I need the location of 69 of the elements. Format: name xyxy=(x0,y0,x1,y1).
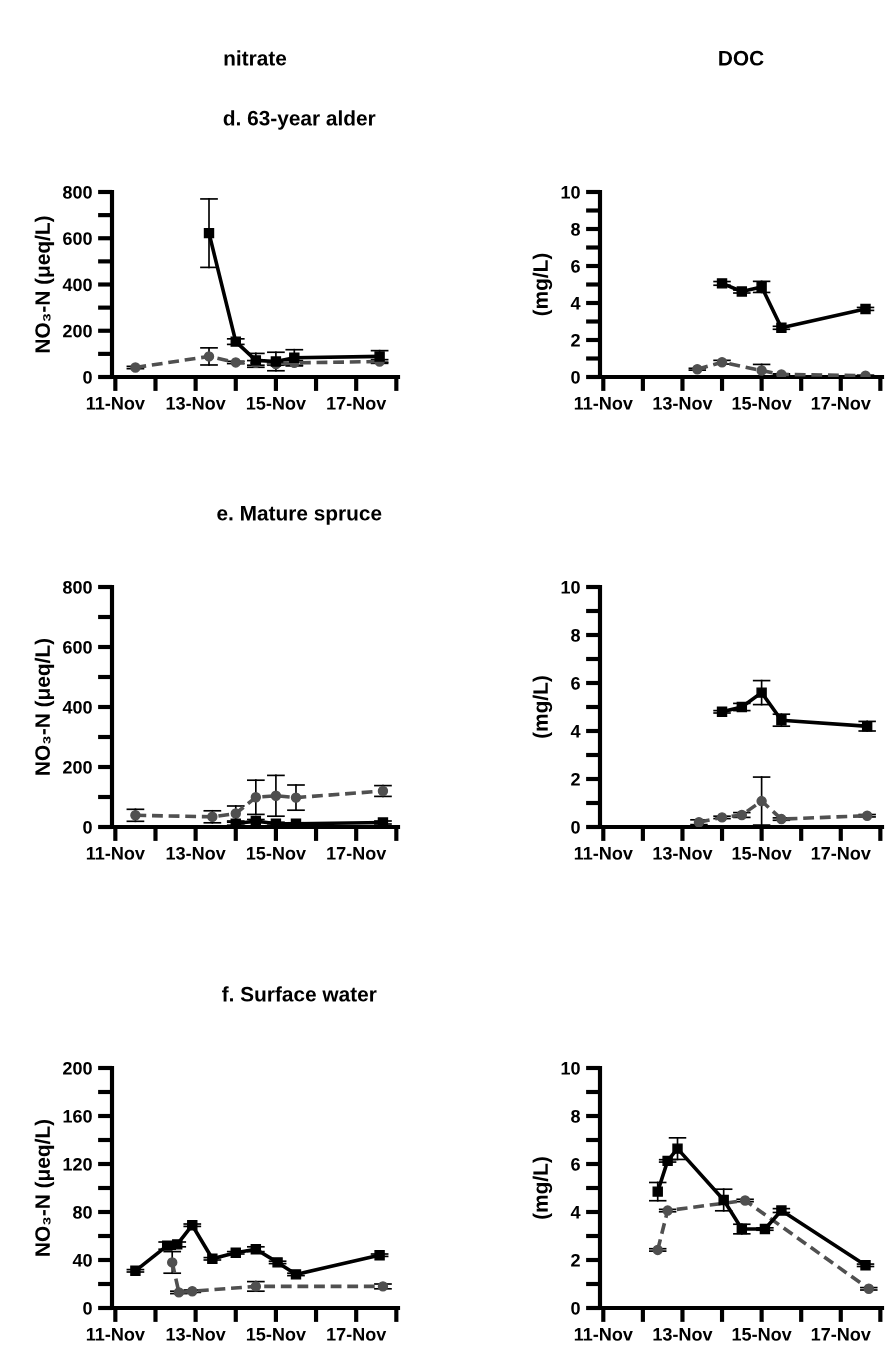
x-tick-label: 17-Nov xyxy=(327,1328,387,1341)
y-axis-title: (mg/L) xyxy=(532,1157,553,1219)
y-tick-label: 0 xyxy=(571,1301,580,1315)
x-tick-label: 15-Nov xyxy=(246,847,306,860)
y-tick-label: 200 xyxy=(63,324,92,338)
x-tick-label: 15-Nov xyxy=(732,1328,792,1341)
y-tick-label: 0 xyxy=(571,820,580,834)
y-tick-label: 6 xyxy=(571,1157,580,1171)
chart-subtitle: e. Mature spruce xyxy=(217,506,382,525)
y-tick-label: 600 xyxy=(63,232,92,245)
x-tick-label: 15-Nov xyxy=(246,397,306,410)
y-tick-label: 800 xyxy=(63,185,92,199)
x-tick-label: 15-Nov xyxy=(246,1328,306,1341)
y-tick-label: 4 xyxy=(570,725,581,738)
x-tick-label: 11-Nov xyxy=(86,397,145,410)
x-tick-label: 17-Nov xyxy=(811,1328,871,1341)
x-tick-label: 11-Nov xyxy=(574,847,633,860)
y-tick-label: 160 xyxy=(63,1109,92,1123)
x-tick-label: 11-Nov xyxy=(574,1328,633,1341)
x-tick-label: 13-Nov xyxy=(166,846,226,860)
x-tick-label: 17-Nov xyxy=(327,847,387,860)
x-tick-label: 17-Nov xyxy=(811,397,871,410)
y-axis-title: NO₃-N (μeq/L) xyxy=(34,638,55,775)
y-tick-label: 0 xyxy=(83,1301,92,1315)
y-tick-label: 10 xyxy=(561,1061,580,1075)
y-tick-label: 120 xyxy=(63,1157,92,1171)
x-tick-label: 15-Nov xyxy=(732,847,792,860)
y-tick-label: 8 xyxy=(571,628,580,642)
y-axis-title: NO₃-N (μeq/L) xyxy=(34,216,55,353)
x-tick-label: 13-Nov xyxy=(166,1327,226,1341)
x-tick-label: 15-Nov xyxy=(732,397,792,410)
y-tick-label: 0 xyxy=(571,370,580,384)
y-tick-label: 6 xyxy=(571,259,580,273)
y-tick-label: 2 xyxy=(571,333,580,347)
y-tick-label: 2 xyxy=(571,1253,580,1267)
y-tick-label: 2 xyxy=(571,772,580,786)
x-tick-label: 11-Nov xyxy=(574,397,633,410)
x-tick-label: 11-Nov xyxy=(86,1328,145,1341)
y-axis-title: (mg/L) xyxy=(532,253,553,316)
y-tick-label: 40 xyxy=(72,1253,92,1267)
y-tick-label: 4 xyxy=(570,297,581,310)
y-tick-label: 400 xyxy=(62,278,92,292)
y-tick-label: 4 xyxy=(570,1206,581,1219)
y-tick-label: 6 xyxy=(571,676,580,690)
x-tick-label: 17-Nov xyxy=(811,847,871,860)
chart-subtitle: f. Surface water xyxy=(222,986,377,1002)
y-tick-label: 800 xyxy=(63,580,92,594)
x-tick-label: 11-Nov xyxy=(86,847,145,860)
y-tick-label: 80 xyxy=(73,1205,92,1219)
y-tick-label: 200 xyxy=(63,1061,92,1075)
x-tick-label: 13-Nov xyxy=(653,1327,713,1341)
y-tick-label: 0 xyxy=(83,370,92,384)
y-tick-label: 0 xyxy=(83,820,92,834)
y-tick-label: 8 xyxy=(571,222,580,236)
chart-subtitle: d. 63-year alder xyxy=(223,110,376,130)
y-tick-label: 10 xyxy=(561,185,580,199)
y-tick-label: 600 xyxy=(63,640,92,654)
y-tick-label: 200 xyxy=(63,760,92,774)
x-tick-label: 13-Nov xyxy=(653,396,713,410)
chart-title: nitrate xyxy=(224,50,287,66)
y-axis-title: NO₃-N (μeq/L) xyxy=(34,1119,55,1256)
y-axis-title: (mg/L) xyxy=(532,676,553,738)
y-tick-label: 10 xyxy=(561,580,580,594)
chart-title: DOC xyxy=(719,50,764,66)
y-tick-label: 400 xyxy=(62,700,92,714)
x-tick-label: 13-Nov xyxy=(653,846,713,860)
x-tick-label: 13-Nov xyxy=(166,396,226,410)
y-tick-label: 8 xyxy=(571,1109,580,1123)
x-tick-label: 17-Nov xyxy=(327,397,387,410)
